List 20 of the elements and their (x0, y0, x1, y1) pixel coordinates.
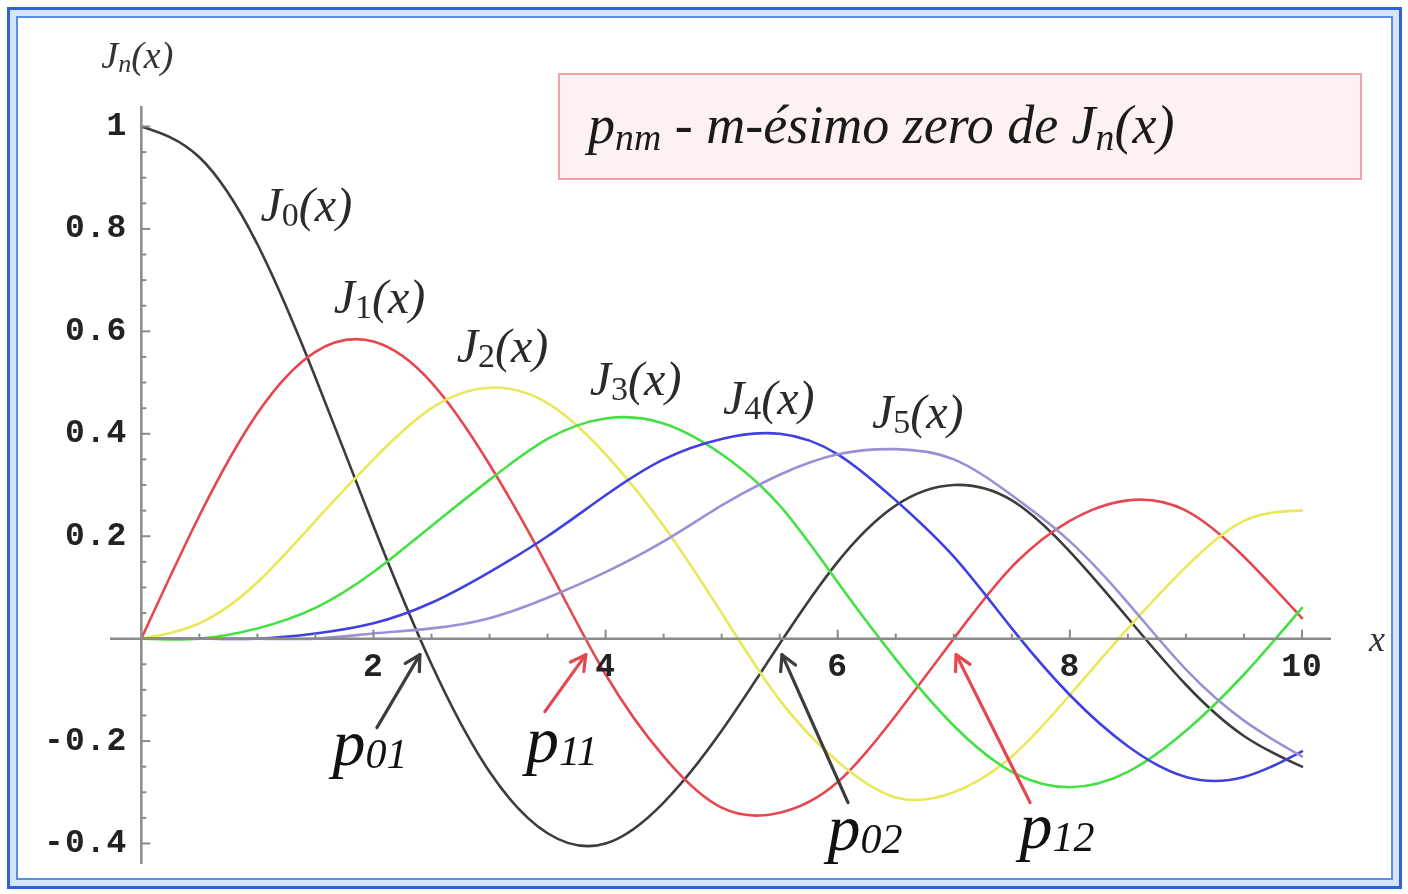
series-label: J$_{0}$(x) (260, 178, 353, 234)
series-label: J$_{1}$(x) (333, 269, 426, 325)
note-box: p$_{nm}$ - m-ésimo zero de J$_{n}$(x) (558, 73, 1362, 180)
y-tick-label: 1 (106, 107, 128, 145)
series-label: J$_{3}$(x) (589, 352, 682, 408)
x-tick-label: 2 (363, 649, 384, 687)
y-tick-label: -0.2 (44, 722, 128, 760)
x-axis-title: x (1368, 618, 1386, 659)
y-tick-label: 0.4 (64, 415, 128, 453)
y-tick-label: 0.6 (64, 312, 128, 350)
series-label: J$_{5}$(x) (871, 385, 964, 441)
x-tick-label: 6 (827, 649, 849, 687)
series-label: J$_{2}$(x) (456, 318, 549, 374)
y-tick-label: -0.4 (44, 825, 128, 863)
y-axis-title: J$_{n}$(x) (101, 34, 174, 78)
x-tick-label: 8 (1059, 649, 1081, 687)
y-tick-label: 0.2 (64, 517, 128, 555)
y-tick-label: 0.8 (64, 210, 128, 248)
x-tick-label: 10 (1281, 649, 1323, 687)
series-label: J$_{4}$(x) (722, 370, 815, 426)
